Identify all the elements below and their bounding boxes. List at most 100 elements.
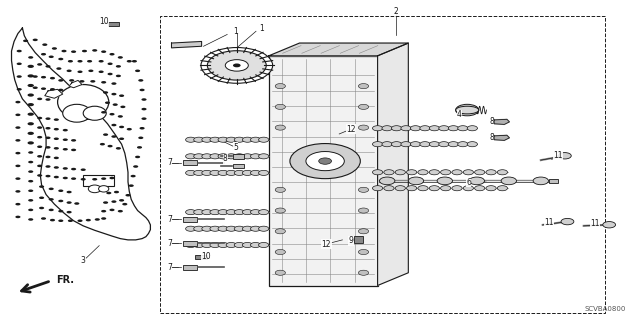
Circle shape xyxy=(28,93,34,97)
Circle shape xyxy=(39,185,44,188)
Circle shape xyxy=(439,142,449,147)
Circle shape xyxy=(111,82,116,85)
Circle shape xyxy=(141,117,147,120)
Circle shape xyxy=(243,226,253,231)
Circle shape xyxy=(429,126,440,131)
Circle shape xyxy=(372,142,383,147)
Circle shape xyxy=(82,50,87,52)
Circle shape xyxy=(210,154,220,159)
Circle shape xyxy=(234,154,244,159)
Circle shape xyxy=(319,158,332,164)
Circle shape xyxy=(17,88,22,91)
Circle shape xyxy=(467,142,477,147)
Circle shape xyxy=(420,142,430,147)
Circle shape xyxy=(15,139,20,142)
Ellipse shape xyxy=(63,104,91,122)
Circle shape xyxy=(275,84,285,89)
Circle shape xyxy=(127,128,132,130)
Circle shape xyxy=(109,177,115,179)
Polygon shape xyxy=(269,43,408,56)
Circle shape xyxy=(111,124,116,126)
Circle shape xyxy=(49,56,54,58)
Circle shape xyxy=(74,202,79,205)
Circle shape xyxy=(54,137,59,140)
Circle shape xyxy=(429,186,440,191)
Circle shape xyxy=(380,177,395,185)
Circle shape xyxy=(28,84,34,87)
Circle shape xyxy=(54,157,59,159)
Circle shape xyxy=(58,219,63,222)
Text: 5: 5 xyxy=(233,143,238,152)
Circle shape xyxy=(226,226,236,231)
Circle shape xyxy=(101,50,106,53)
Bar xyxy=(183,217,197,222)
Circle shape xyxy=(250,210,260,215)
Circle shape xyxy=(41,76,46,78)
Circle shape xyxy=(186,210,196,215)
Circle shape xyxy=(463,170,474,175)
Circle shape xyxy=(15,152,20,154)
Circle shape xyxy=(275,249,285,255)
Polygon shape xyxy=(45,89,63,98)
Circle shape xyxy=(243,154,253,159)
Circle shape xyxy=(113,103,118,106)
Circle shape xyxy=(131,175,136,177)
Bar xyxy=(83,175,114,186)
Circle shape xyxy=(382,142,392,147)
Circle shape xyxy=(28,65,34,68)
Circle shape xyxy=(118,210,123,212)
Circle shape xyxy=(119,94,124,97)
Text: 7: 7 xyxy=(167,239,172,248)
Circle shape xyxy=(186,154,196,159)
Circle shape xyxy=(42,43,47,46)
Bar xyxy=(269,56,378,286)
Circle shape xyxy=(243,242,253,248)
Circle shape xyxy=(37,145,42,148)
Text: 9: 9 xyxy=(348,236,353,245)
Circle shape xyxy=(61,50,67,52)
Circle shape xyxy=(372,126,383,131)
Bar xyxy=(183,241,197,246)
Circle shape xyxy=(111,93,116,95)
Circle shape xyxy=(68,219,73,222)
Circle shape xyxy=(243,210,253,215)
Circle shape xyxy=(202,137,212,142)
Circle shape xyxy=(111,200,116,203)
Circle shape xyxy=(109,113,115,115)
Text: 4: 4 xyxy=(457,110,462,119)
Circle shape xyxy=(58,210,63,212)
Ellipse shape xyxy=(83,106,106,120)
Circle shape xyxy=(15,114,20,116)
Circle shape xyxy=(45,175,51,177)
Circle shape xyxy=(437,177,452,185)
Circle shape xyxy=(218,154,228,159)
Circle shape xyxy=(28,151,33,154)
Circle shape xyxy=(358,270,369,275)
Circle shape xyxy=(103,91,108,94)
Circle shape xyxy=(109,209,115,211)
Text: 10: 10 xyxy=(201,252,211,261)
Circle shape xyxy=(358,125,369,130)
Circle shape xyxy=(15,101,20,103)
Circle shape xyxy=(52,47,57,50)
Text: 2: 2 xyxy=(393,7,398,16)
Circle shape xyxy=(127,60,132,63)
Circle shape xyxy=(106,192,111,194)
Circle shape xyxy=(186,242,196,248)
Circle shape xyxy=(392,142,402,147)
Circle shape xyxy=(54,176,59,178)
Circle shape xyxy=(99,70,104,73)
Ellipse shape xyxy=(456,106,479,114)
Circle shape xyxy=(194,210,204,215)
Circle shape xyxy=(275,208,285,213)
Circle shape xyxy=(81,178,86,181)
Circle shape xyxy=(358,104,369,109)
Circle shape xyxy=(28,103,34,106)
Circle shape xyxy=(452,186,462,191)
Circle shape xyxy=(101,177,106,180)
Circle shape xyxy=(28,56,33,59)
Circle shape xyxy=(559,152,572,159)
Circle shape xyxy=(37,126,42,129)
Circle shape xyxy=(129,184,134,187)
Circle shape xyxy=(234,137,244,142)
